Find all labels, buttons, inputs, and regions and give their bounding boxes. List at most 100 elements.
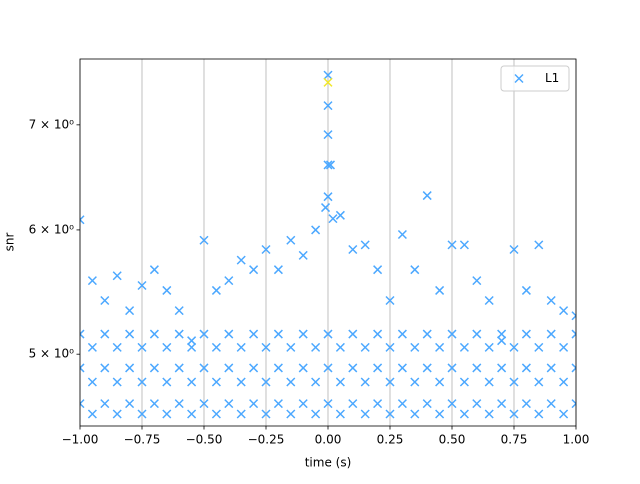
point <box>149 363 159 373</box>
point <box>571 329 576 339</box>
point <box>298 399 308 409</box>
point <box>385 342 395 352</box>
point <box>236 409 246 419</box>
point <box>360 240 370 250</box>
point <box>187 409 197 419</box>
point <box>335 409 345 419</box>
point <box>211 342 221 352</box>
point <box>174 329 184 339</box>
point <box>447 363 457 373</box>
point <box>87 342 97 352</box>
legend-marker <box>514 73 524 84</box>
point <box>137 342 147 352</box>
point <box>224 399 234 409</box>
point <box>125 329 135 339</box>
point <box>249 399 259 409</box>
point <box>348 363 358 373</box>
point <box>571 399 576 409</box>
point <box>484 342 494 352</box>
point <box>125 306 135 316</box>
point <box>373 329 383 339</box>
point <box>422 363 432 373</box>
point <box>100 363 110 373</box>
point <box>435 285 445 295</box>
point <box>335 377 345 387</box>
point <box>162 285 172 295</box>
point <box>323 329 333 339</box>
point <box>80 363 85 373</box>
points <box>80 70 576 419</box>
point <box>323 399 333 409</box>
point <box>149 265 159 275</box>
x-tick-label: 0.75 <box>501 433 528 447</box>
point <box>397 329 407 339</box>
point <box>509 409 519 419</box>
point <box>149 329 159 339</box>
point <box>286 377 296 387</box>
point <box>373 399 383 409</box>
y-tick-label: 6 × 10⁰ <box>29 222 75 236</box>
point <box>137 280 147 291</box>
point <box>348 329 358 339</box>
point <box>249 329 259 339</box>
point <box>199 363 209 373</box>
point <box>311 342 321 352</box>
point <box>323 101 333 111</box>
point <box>100 399 110 409</box>
point <box>435 409 445 419</box>
point <box>328 214 338 224</box>
point <box>273 363 283 373</box>
point <box>137 377 147 387</box>
point <box>80 215 85 225</box>
point <box>323 160 333 170</box>
point <box>410 377 420 387</box>
point <box>447 399 457 409</box>
point <box>100 295 110 305</box>
point <box>149 399 159 409</box>
point <box>373 265 383 275</box>
point <box>137 409 147 419</box>
point <box>509 244 519 255</box>
point <box>211 377 221 387</box>
point <box>534 240 544 250</box>
point <box>273 265 283 275</box>
point <box>162 409 172 419</box>
point <box>447 329 457 339</box>
point <box>484 295 494 305</box>
point <box>385 377 395 387</box>
point <box>87 409 97 419</box>
point <box>534 342 544 352</box>
point <box>224 276 234 286</box>
point <box>559 342 569 352</box>
point <box>174 306 184 316</box>
point <box>410 265 420 275</box>
point <box>410 409 420 419</box>
point <box>311 409 321 419</box>
point <box>397 399 407 409</box>
x-tick-label: −0.50 <box>186 433 223 447</box>
point <box>236 255 246 265</box>
point <box>162 377 172 387</box>
point <box>211 285 221 295</box>
point <box>509 342 519 352</box>
point <box>360 377 370 387</box>
point <box>100 329 110 339</box>
point <box>373 363 383 373</box>
point <box>80 399 85 409</box>
point <box>410 342 420 352</box>
x-tick-label: 0.25 <box>377 433 404 447</box>
legend-box <box>500 65 570 92</box>
point <box>422 399 432 409</box>
point <box>261 342 271 352</box>
point <box>112 377 122 387</box>
point <box>298 250 308 260</box>
x-tick-label: 1.00 <box>563 433 590 447</box>
point <box>298 363 308 373</box>
point <box>87 276 97 286</box>
point <box>360 409 370 419</box>
point <box>521 285 531 295</box>
point <box>199 329 209 339</box>
point <box>385 295 395 305</box>
x-axis-label: time (s) <box>305 456 352 470</box>
